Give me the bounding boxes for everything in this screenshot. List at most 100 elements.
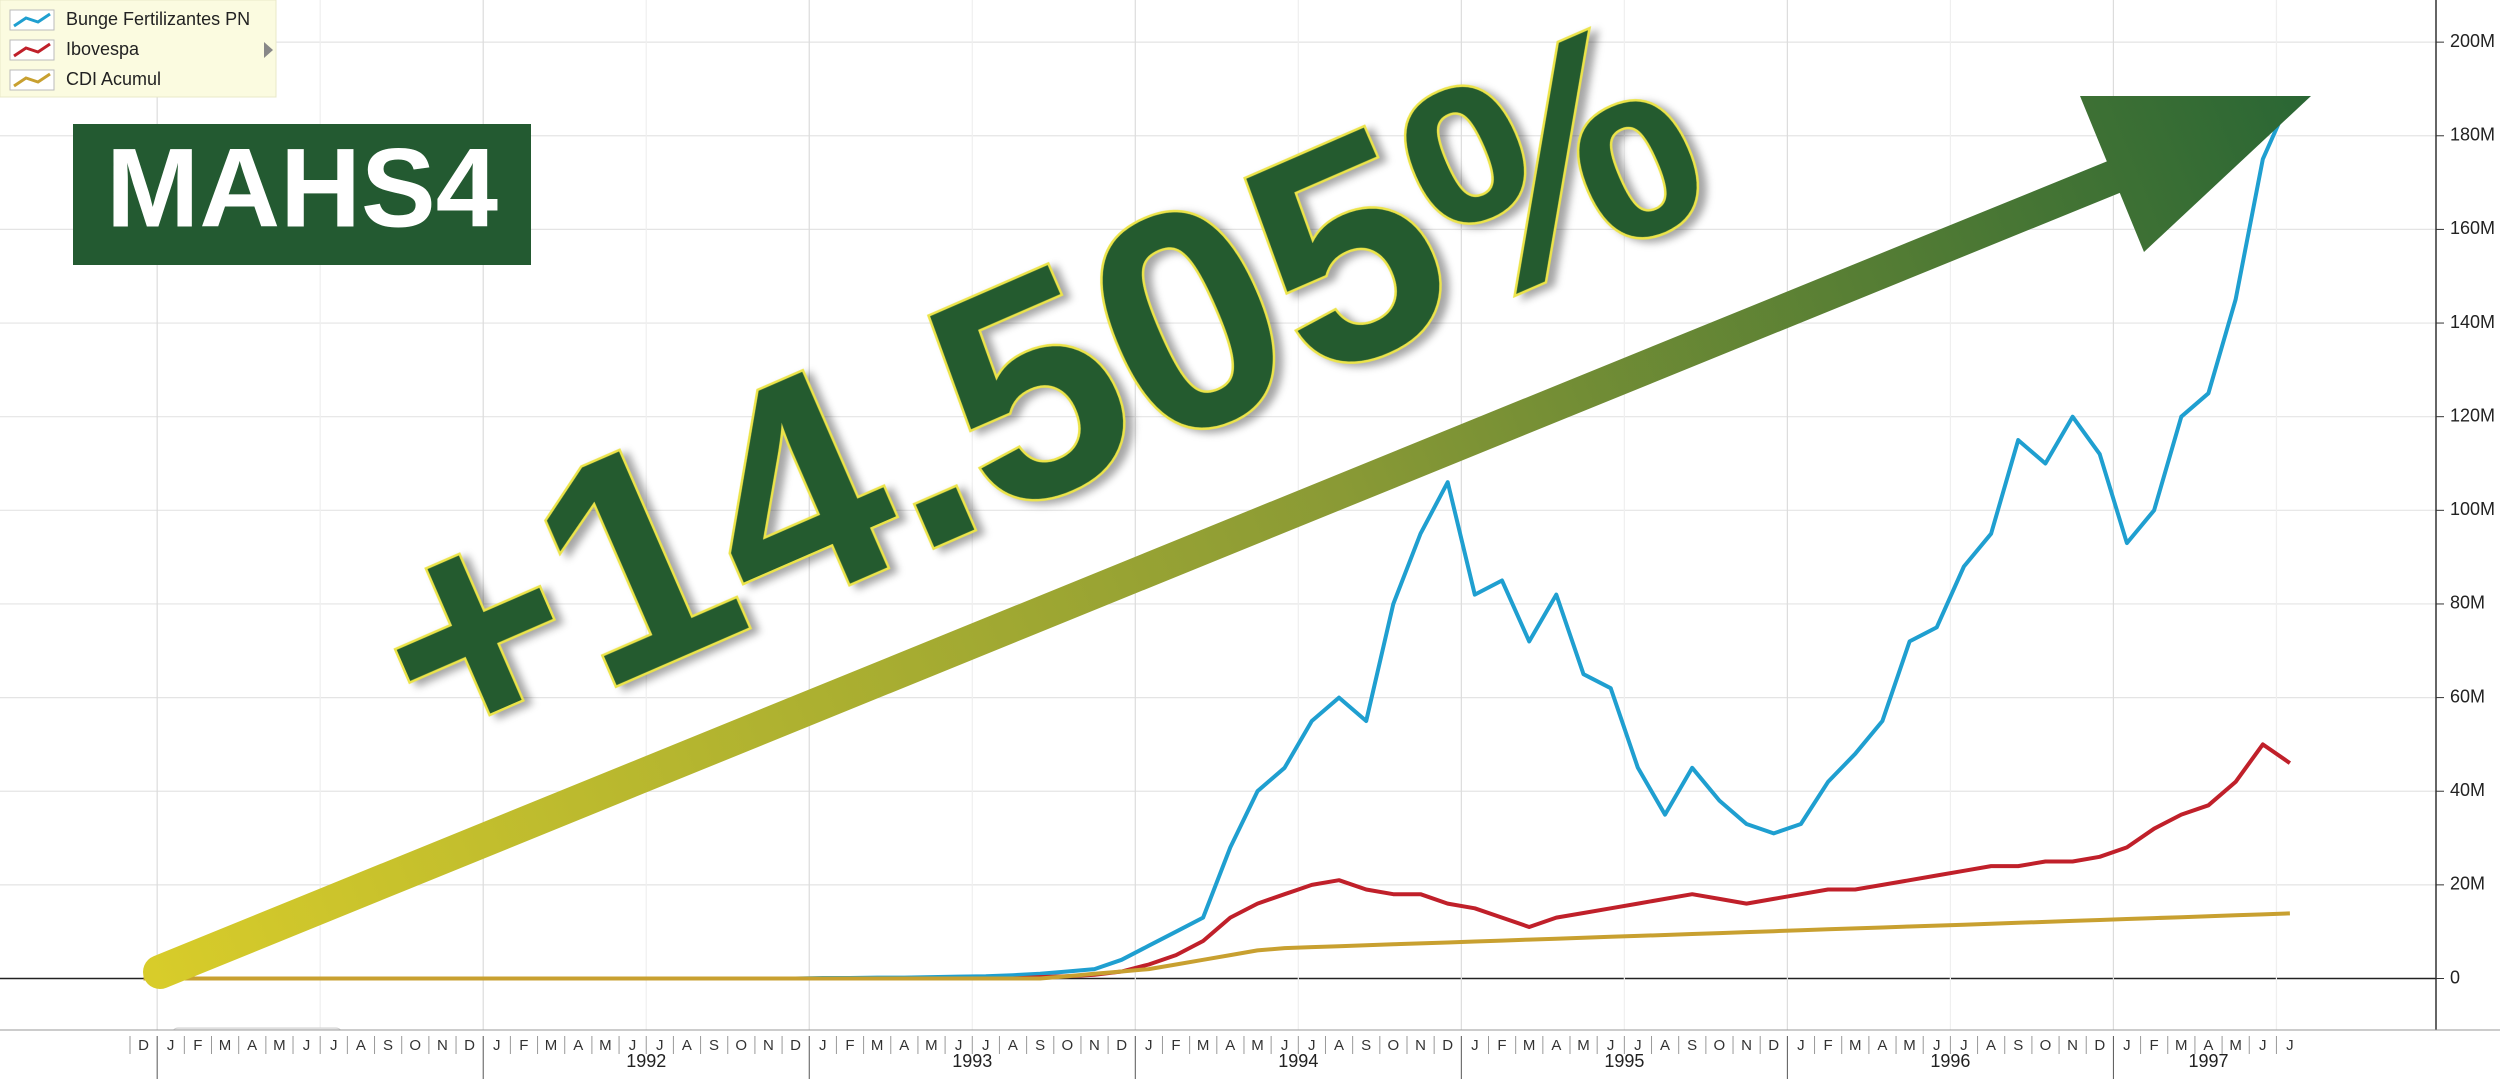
x-tick-label: O <box>1387 1037 1399 1054</box>
legend-icon <box>13 72 51 88</box>
x-tick-label: N <box>1741 1037 1752 1054</box>
y-tick-label: 100M <box>2450 499 2495 519</box>
x-year-label: 1997 <box>2188 1051 2228 1071</box>
x-tick-label: J <box>1960 1037 1968 1054</box>
x-tick-label: M <box>1849 1037 1862 1054</box>
x-tick-label: J <box>330 1037 338 1054</box>
x-tick-label: A <box>1660 1037 1670 1054</box>
x-tick-label: M <box>2229 1037 2242 1054</box>
x-tick-label: F <box>1823 1037 1832 1054</box>
x-tick-label: D <box>1442 1037 1453 1054</box>
x-tick-label: J <box>2123 1037 2131 1054</box>
x-tick-label: F <box>2149 1037 2158 1054</box>
x-tick-label: O <box>735 1037 747 1054</box>
x-tick-label: N <box>2067 1037 2078 1054</box>
x-tick-label: D <box>1116 1037 1127 1054</box>
x-tick-label: A <box>247 1037 257 1054</box>
x-tick-label: O <box>1061 1037 1073 1054</box>
y-tick-label: 180M <box>2450 125 2495 145</box>
y-tick-label: 40M <box>2450 780 2485 800</box>
x-tick-label: M <box>1577 1037 1590 1054</box>
x-tick-label: M <box>1903 1037 1916 1054</box>
ticker: MAHS4 <box>106 126 498 251</box>
x-tick-label: A <box>1877 1037 1887 1054</box>
x-tick-label: A <box>356 1037 366 1054</box>
x-tick-label: J <box>629 1037 637 1054</box>
x-tick-label: A <box>1225 1037 1235 1054</box>
x-tick-label: A <box>682 1037 692 1054</box>
x-tick-label: A <box>1551 1037 1561 1054</box>
x-tick-label: S <box>1361 1037 1371 1054</box>
x-year-label: 1993 <box>952 1051 992 1071</box>
x-tick-label: J <box>1797 1037 1805 1054</box>
y-tick-label: 140M <box>2450 312 2495 332</box>
x-tick-label: O <box>1714 1037 1726 1054</box>
x-year-label: 1996 <box>1930 1051 1970 1071</box>
x-year-label: 1994 <box>1278 1051 1318 1071</box>
x-tick-label: J <box>167 1037 175 1054</box>
x-tick-label: S <box>383 1037 393 1054</box>
x-tick-label: J <box>1471 1037 1479 1054</box>
x-tick-label: M <box>2175 1037 2188 1054</box>
legend-label: Ibovespa <box>66 39 140 59</box>
x-tick-label: J <box>1145 1037 1153 1054</box>
x-tick-label: J <box>1933 1037 1941 1054</box>
y-tick-label: 120M <box>2450 405 2495 425</box>
x-year-label: 1995 <box>1604 1051 1644 1071</box>
x-tick-label: J <box>2259 1037 2267 1054</box>
arrow-head <box>2080 96 2311 252</box>
x-tick-label: M <box>599 1037 612 1054</box>
x-tick-label: N <box>1089 1037 1100 1054</box>
legend-icon <box>13 42 51 58</box>
x-tick-label: D <box>1768 1037 1779 1054</box>
arrow-shaft <box>143 133 2197 989</box>
x-tick-label: F <box>845 1037 854 1054</box>
x-tick-label: S <box>1035 1037 1045 1054</box>
x-tick-label: D <box>464 1037 475 1054</box>
x-tick-label: J <box>1634 1037 1642 1054</box>
x-tick-label: F <box>519 1037 528 1054</box>
x-tick-label: D <box>2094 1037 2105 1054</box>
x-tick-label: S <box>709 1037 719 1054</box>
x-tick-label: J <box>1281 1037 1289 1054</box>
x-tick-label: S <box>1687 1037 1697 1054</box>
x-tick-label: F <box>1171 1037 1180 1054</box>
x-year-label: 1992 <box>626 1051 666 1071</box>
x-tick-label: A <box>899 1037 909 1054</box>
legend-label: CDI Acumul <box>66 69 161 89</box>
x-axis-bar <box>0 1030 2500 1079</box>
x-tick-label: F <box>1497 1037 1506 1054</box>
x-tick-label: J <box>493 1037 501 1054</box>
x-tick-label: J <box>2286 1037 2294 1054</box>
x-tick-label: A <box>1334 1037 1344 1054</box>
x-tick-label: M <box>219 1037 232 1054</box>
y-tick-label: 160M <box>2450 218 2495 238</box>
legend-submenu-arrow <box>264 42 273 58</box>
x-tick-label: J <box>303 1037 311 1054</box>
y-tick-label: 200M <box>2450 31 2495 51</box>
x-tick-label: S <box>2013 1037 2023 1054</box>
x-tick-label: A <box>2203 1037 2213 1054</box>
x-tick-label: F <box>193 1037 202 1054</box>
series-line <box>143 911 2290 981</box>
x-tick-label: M <box>1197 1037 1210 1054</box>
x-tick-label: M <box>871 1037 884 1054</box>
x-tick-label: M <box>273 1037 286 1054</box>
x-tick-label: N <box>437 1037 448 1054</box>
x-tick-label: D <box>138 1037 149 1054</box>
y-tick-label: 20M <box>2450 874 2485 894</box>
y-tick-label: 80M <box>2450 593 2485 613</box>
x-tick-label: J <box>656 1037 664 1054</box>
x-tick-label: J <box>982 1037 990 1054</box>
x-tick-label: M <box>1251 1037 1264 1054</box>
x-tick-label: J <box>955 1037 963 1054</box>
x-tick-label: M <box>545 1037 558 1054</box>
legend-label: Bunge Fertilizantes PN <box>66 9 250 29</box>
y-tick-label: 60M <box>2450 686 2485 706</box>
x-tick-label: M <box>1523 1037 1536 1054</box>
x-tick-label: M <box>925 1037 938 1054</box>
x-tick-label: A <box>573 1037 583 1054</box>
ticker-box <box>73 124 531 265</box>
